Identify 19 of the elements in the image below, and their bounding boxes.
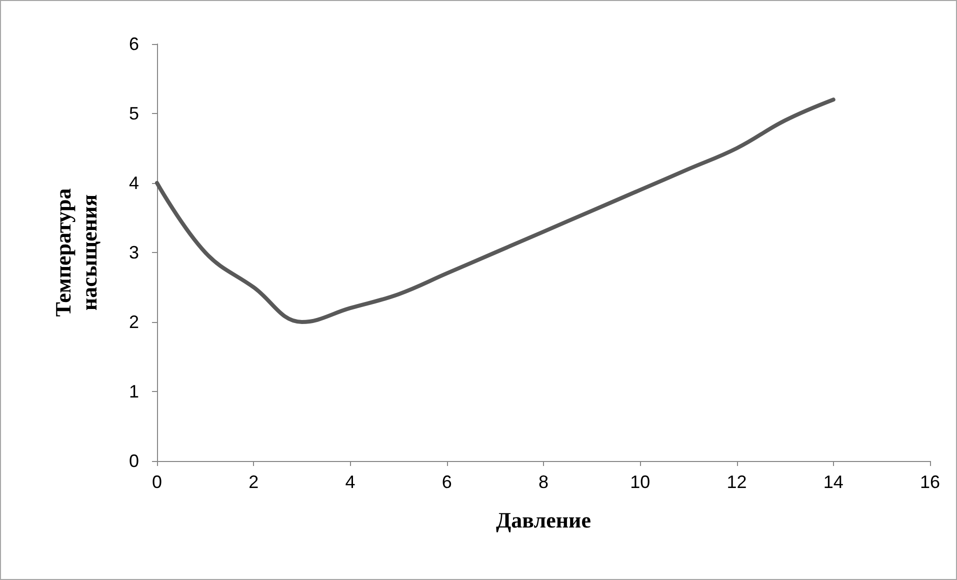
y-tick-label: 4 (128, 173, 139, 193)
y-tick-label: 5 (128, 104, 139, 124)
x-tick-label: 14 (823, 472, 844, 492)
x-tick-label: 6 (442, 472, 452, 492)
y-tick-label: 3 (128, 242, 139, 262)
x-tick-label: 8 (538, 472, 549, 492)
x-tick-label: 2 (248, 472, 259, 492)
y-tick-label: 2 (128, 312, 139, 332)
y-axis-title: Температура насыщения (50, 188, 102, 317)
x-tick-label: 12 (726, 472, 747, 492)
line-series (155, 98, 836, 324)
y-tick-label: 6 (128, 34, 139, 54)
x-axis-title: Давление (496, 508, 592, 532)
y-tick-label: 1 (128, 382, 139, 402)
x-tick-label: 4 (345, 472, 356, 492)
y-tick-label: 0 (128, 451, 139, 471)
x-tick-label: 10 (630, 472, 650, 492)
x-tick-label: 16 (920, 472, 940, 492)
x-tick-label: 0 (152, 472, 162, 492)
